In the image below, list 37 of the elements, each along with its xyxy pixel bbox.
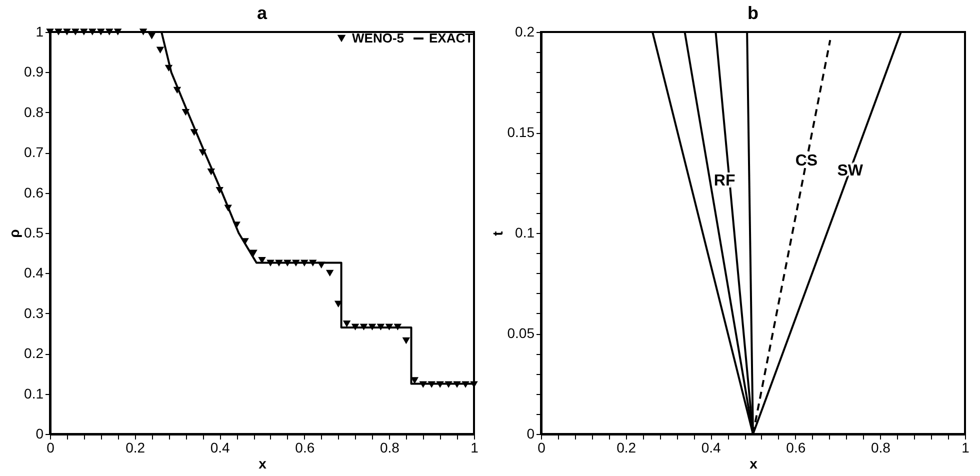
y-tick-label: 0.7 <box>24 144 44 160</box>
y-tick-label: 0.2 <box>24 345 44 362</box>
y-tick-label: 0.3 <box>24 304 44 321</box>
y-tick-label: 0.5 <box>24 224 44 240</box>
y-tick-label: 0.2 <box>515 24 535 40</box>
x-tick-label: 0 <box>538 440 546 456</box>
y-axis-title: t <box>489 230 506 236</box>
y-tick-label: 0.1 <box>24 385 44 402</box>
y-tick-label: 0 <box>36 426 44 442</box>
x-tick-label: 0.2 <box>126 440 146 456</box>
y-tick-label: 1 <box>36 24 44 40</box>
x-tick-label: 1 <box>962 440 970 456</box>
y-tick-label: 0.05 <box>507 325 535 341</box>
x-axis-title: x <box>258 456 267 472</box>
x-tick-label: 0 <box>46 440 55 456</box>
x-tick-label: 0.2 <box>616 440 636 456</box>
annotation: CS <box>795 152 818 170</box>
x-tick-label: 0.6 <box>786 440 806 456</box>
x-tick-label: 0.8 <box>380 440 400 456</box>
x-tick-label: 0.4 <box>210 440 230 456</box>
x-tick-label: 1 <box>470 440 479 456</box>
y-tick-label: 0.9 <box>24 64 44 80</box>
y-tick-label: 0.15 <box>507 124 535 140</box>
y-tick-label: 0.4 <box>24 264 44 281</box>
legend-label: WENO-5 <box>352 30 404 46</box>
chart-title: a <box>256 3 268 23</box>
y-tick-label: 0.1 <box>515 224 535 240</box>
y-tick-label: 0 <box>526 426 535 442</box>
x-tick-label: 0.4 <box>701 440 722 456</box>
chart-title: b <box>748 3 758 23</box>
x-axis-title: x <box>750 456 758 472</box>
y-tick-label: 0.8 <box>24 104 44 120</box>
y-tick-label: 0.6 <box>24 184 44 200</box>
legend-label: EXACT <box>429 30 474 46</box>
x-tick-label: 0.6 <box>295 440 315 456</box>
y-axis-title: ρ <box>6 228 22 238</box>
x-tick-label: 0.8 <box>870 440 891 456</box>
